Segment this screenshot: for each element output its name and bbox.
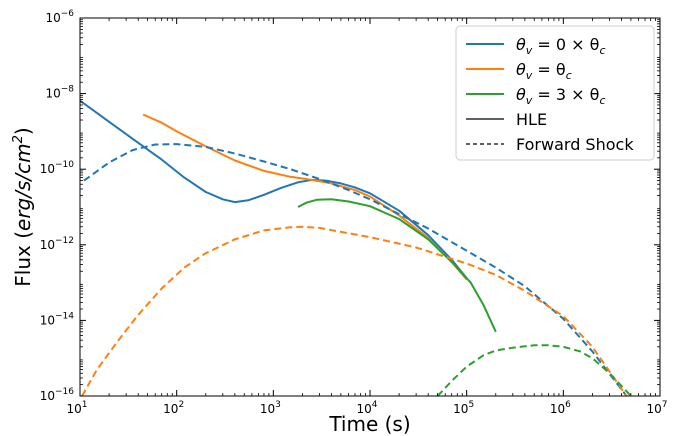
y-axis-title-unit: erg/s/cm (11, 143, 35, 231)
ticks-layer: 101 102 103 104 105 106 107 10−6 10−8 10−10 10−12 1… (40, 9, 668, 416)
series-line-2 (142, 113, 468, 281)
legend-label-1: θv = 0 × θc (516, 35, 606, 57)
y-tick-label: 10−14 (40, 311, 75, 327)
y-tick-label: 10−10 (40, 160, 75, 176)
series-line-3 (297, 198, 497, 333)
legend-label-3: θv = 3 × θc (516, 85, 606, 107)
x-tick-label: 103 (260, 400, 281, 416)
y-axis-title-prefix: Flux ( (11, 231, 35, 287)
series-line-4 (83, 143, 628, 396)
y-tick-label: 10−6 (45, 9, 74, 25)
series-line-6 (436, 344, 632, 396)
x-tick-label: 107 (646, 400, 667, 416)
x-tick-label: 105 (453, 400, 474, 416)
legend-label-5: Forward Shock (516, 135, 634, 154)
series-line-1 (80, 99, 468, 279)
x-tick-label: 102 (163, 400, 184, 416)
y-axis-title-suffix: ) (11, 127, 35, 135)
legend-label-2: θv = θc (516, 60, 572, 82)
legend: θv = 0 × θc θv = θc θv = 3 × θc HLE Forward … (455, 25, 655, 161)
y-tick-label: 10−16 (40, 387, 75, 403)
x-tick-label: 104 (356, 400, 377, 416)
x-tick-label: 101 (66, 400, 87, 416)
x-axis-title: Time (s) (328, 412, 410, 436)
x-tick-label: 106 (550, 400, 571, 416)
y-axis-title: Flux (erg/s/cm2) (11, 127, 35, 286)
series-layer (80, 99, 632, 396)
y-tick-label: 10−8 (45, 85, 74, 101)
y-tick-label: 10−12 (40, 236, 74, 252)
series-line-5 (81, 225, 628, 396)
legend-box (455, 25, 655, 161)
legend-label-4: HLE (516, 110, 547, 129)
y-axis-title-power: 2 (11, 135, 26, 143)
